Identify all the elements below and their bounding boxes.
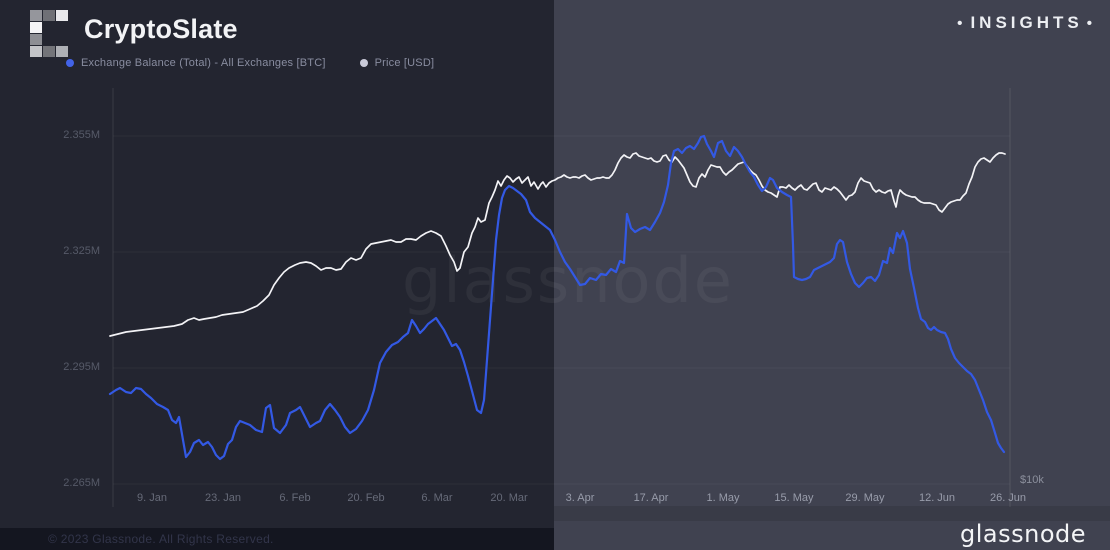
glassnode-watermark: glassnode: [402, 244, 734, 317]
copyright-text: © 2023 Glassnode. All Rights Reserved.: [48, 532, 274, 546]
x-axis-tick-label: 26. Jun: [989, 492, 1027, 504]
x-axis-tick-label: 9. Jan: [137, 492, 167, 504]
series-exchange-balance: [108, 134, 1006, 461]
insights-bullet-left-icon: •: [957, 15, 963, 32]
insights-bullet-right-icon: •: [1086, 15, 1092, 32]
x-axis-tick-label: 20. Mar: [490, 492, 528, 504]
y-axis-tick-label: 2.295M: [63, 361, 100, 373]
background-light-panel: [554, 0, 1110, 550]
x-axis-tick-label: 12. Jun: [918, 492, 956, 504]
x-axis-tick-label: 15. May: [774, 492, 814, 504]
logo-tile: [30, 22, 42, 33]
x-axis-tick-label: 20. Feb: [347, 492, 385, 504]
glassnode-footer-logo: glassnode: [959, 520, 1086, 548]
logo-tile: [30, 10, 42, 21]
legend-dot-exchange-balance-icon: [66, 59, 74, 67]
y-axis-tick-label: 2.325M: [63, 245, 100, 257]
insights-label: • INSIGHTS •: [957, 13, 1092, 33]
series-price: [109, 152, 1006, 337]
x-axis-tick-label: 23. Jan: [204, 492, 242, 504]
x-axis-tick-label: 6. Mar: [421, 492, 453, 504]
plot-bottom-shadow: [554, 506, 1110, 521]
cryptoslate-logo-icon: [30, 10, 74, 57]
logo-tile: [43, 46, 55, 57]
chart-legend: Exchange Balance (Total) - All Exchanges…: [66, 57, 434, 69]
x-axis-tick-label: 29. May: [845, 492, 885, 504]
x-axis-tick-label: 1. May: [706, 492, 740, 504]
header-bar: CryptoSlate • INSIGHTS •: [0, 0, 1110, 80]
logo-tile: [30, 34, 42, 45]
x-axis-tick-label: 6. Feb: [279, 492, 311, 504]
insights-text: INSIGHTS: [970, 13, 1083, 32]
logo-tile: [30, 46, 42, 57]
legend-item-price[interactable]: Price [USD]: [359, 57, 435, 69]
logo-tile: [43, 10, 55, 21]
legend-label-exchange-balance: Exchange Balance (Total) - All Exchanges…: [81, 57, 326, 69]
x-axis-tick-label: 17. Apr: [633, 492, 669, 504]
y-axis-tick-label: 2.265M: [63, 477, 100, 489]
y-axis-right-tick-label: $10k: [1020, 474, 1044, 486]
brand-title: CryptoSlate: [84, 14, 238, 44]
legend-item-exchange-balance[interactable]: Exchange Balance (Total) - All Exchanges…: [66, 57, 326, 69]
y-axis-tick-label: 2.355M: [63, 129, 100, 141]
legend-label-price: Price [USD]: [374, 57, 435, 69]
logo-tile: [56, 10, 68, 21]
footer-strip: [0, 528, 554, 550]
footer-bar: © 2023 Glassnode. All Rights Reserved. g…: [0, 515, 1110, 550]
x-axis-tick-label: 3. Apr: [565, 492, 595, 504]
legend-dot-price-icon: [359, 59, 368, 67]
logo-tile: [56, 46, 68, 57]
